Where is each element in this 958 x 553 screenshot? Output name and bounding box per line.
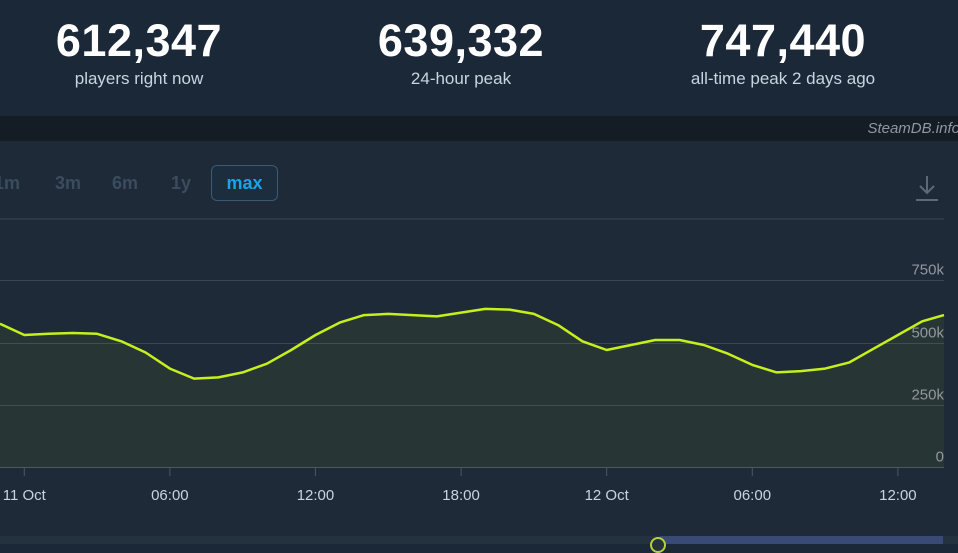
- range-button-1m[interactable]: 1m: [0, 173, 20, 193]
- x-tick-label: 12 Oct: [585, 487, 630, 504]
- x-tick-label: 06:00: [151, 487, 189, 504]
- x-tick-label: 12:00: [879, 487, 917, 504]
- day-peak-value: 639,332: [377, 15, 545, 66]
- y-tick-label: 500k: [911, 325, 944, 342]
- download-icon[interactable]: [912, 174, 942, 204]
- series-line: [0, 307, 945, 380]
- navigator-handle[interactable]: [650, 537, 666, 553]
- range-button-3m[interactable]: 3m: [54, 173, 81, 193]
- navigator-track[interactable]: [0, 536, 958, 544]
- player-count-chart: 11 Oct 06:00 12:00 18:00 12 Oct 06:00 12:00 0 2…: [0, 218, 945, 504]
- y-tick-label: 250k: [911, 387, 944, 404]
- chart-grid: [0, 218, 944, 468]
- range-button-6m[interactable]: 6m: [111, 173, 138, 193]
- y-tick-label: 750k: [911, 262, 944, 279]
- range-button-1y[interactable]: 1y: [170, 173, 192, 193]
- chart-panel: [0, 141, 958, 544]
- credit-bar: SteamDB.info: [0, 116, 958, 141]
- navigator-selected-range[interactable]: [660, 536, 943, 544]
- y-axis: 0 250k 500k 750k: [911, 262, 944, 466]
- all-time-peak-value: 747,440: [699, 15, 867, 66]
- day-peak-stat: 639,332 24-hour peak: [311, 14, 611, 90]
- stats-header: 612,347 players right now 639,332 24-hou…: [0, 0, 958, 116]
- all-time-peak-stat: 747,440 all-time peak 2 days ago: [633, 14, 933, 90]
- day-peak-label: 24-hour peak: [410, 69, 512, 88]
- x-axis: 11 Oct 06:00 12:00 18:00 12 Oct 06:00 12:00: [3, 467, 917, 504]
- current-players-value: 612,347: [55, 15, 223, 66]
- current-players-label: players right now: [74, 69, 204, 88]
- x-tick-label: 12:00: [297, 487, 335, 504]
- y-tick-label: 0: [936, 449, 944, 466]
- all-time-peak-label: all-time peak 2 days ago: [690, 69, 876, 88]
- x-tick-label: 06:00: [734, 487, 772, 504]
- x-tick-label: 18:00: [442, 487, 480, 504]
- steamdb-credit: SteamDB.info: [867, 120, 958, 137]
- series-area: [0, 308, 944, 467]
- current-players-stat: 612,347 players right now: [0, 14, 289, 90]
- range-button-max[interactable]: max: [211, 165, 278, 201]
- x-tick-label: 11 Oct: [3, 487, 47, 504]
